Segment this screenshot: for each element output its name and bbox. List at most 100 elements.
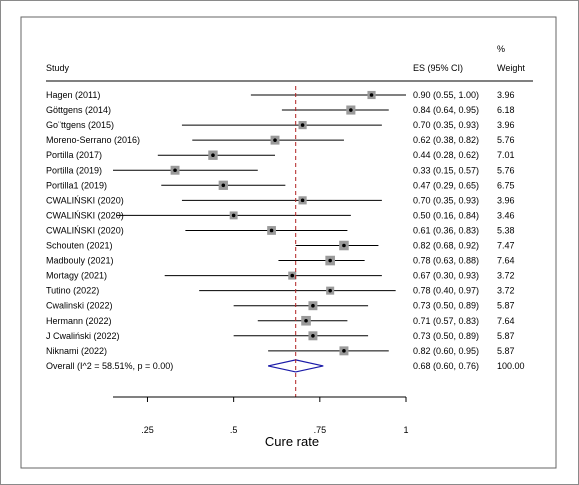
overall-row: Overall (I^2 = 58.51%, p = 0.00) 0.68 (0.… xyxy=(46,359,525,373)
study-name: Tutino (2022) xyxy=(46,286,99,296)
x-tick-label: .25 xyxy=(141,425,154,435)
weight-label: 7.64 xyxy=(497,316,515,326)
study-name: Go¨ttgens (2015) xyxy=(46,120,114,130)
study-name: Cwalinski (2022) xyxy=(46,301,113,311)
study-row: Schouten (2021) 0.82 (0.68, 0.92) 7.47 xyxy=(46,241,515,251)
es-ci-label: 0.71 (0.57, 0.83) xyxy=(413,316,479,326)
study-row: Cwalinski (2022) 0.73 (0.50, 0.89) 5.87 xyxy=(46,301,515,311)
point-estimate xyxy=(311,303,315,308)
weight-label: 3.96 xyxy=(497,195,515,205)
point-estimate xyxy=(369,93,374,97)
study-row: Göttgens (2014) 0.84 (0.64, 0.95) 6.18 xyxy=(46,105,515,115)
es-ci-label: 0.70 (0.35, 0.93) xyxy=(413,120,479,130)
study-row: CWALIŃSKI (2020) 0.50 (0.16, 0.84) 3.46 xyxy=(46,210,515,220)
point-estimate xyxy=(269,228,274,233)
study-row: CWALIŃSKI (2020) 0.61 (0.36, 0.83) 5.38 xyxy=(46,225,515,235)
study-row: J Cwaliński (2022) 0.73 (0.50, 0.89) 5.87 xyxy=(46,331,515,341)
study-row: Hermann (2022) 0.71 (0.57, 0.83) 7.64 xyxy=(46,316,515,326)
es-ci-label: 0.78 (0.40, 0.97) xyxy=(413,286,479,296)
point-estimate xyxy=(290,273,295,278)
weight-label: 7.64 xyxy=(497,256,515,266)
es-ci-label: 0.90 (0.55, 1.00) xyxy=(413,90,479,100)
overall-diamond xyxy=(267,359,324,373)
weight-label: 7.47 xyxy=(497,241,515,251)
point-estimate xyxy=(231,213,236,218)
study-row: Niknami (2022) 0.82 (0.60, 0.95) 5.87 xyxy=(46,346,515,356)
es-ci-label: 0.82 (0.68, 0.92) xyxy=(413,241,479,251)
es-ci-label: 0.33 (0.15, 0.57) xyxy=(413,165,479,175)
es-ci-label: 0.84 (0.64, 0.95) xyxy=(413,105,479,115)
es-ci-label: 0.82 (0.60, 0.95) xyxy=(413,346,479,356)
point-estimate xyxy=(300,123,305,127)
weight-label: 3.72 xyxy=(497,286,515,296)
study-name: Portilla (2019) xyxy=(46,165,102,175)
weight-label: 5.76 xyxy=(497,165,515,175)
study-row: CWALIŃSKI (2020) 0.70 (0.35, 0.93) 3.96 xyxy=(46,195,515,205)
point-estimate xyxy=(221,183,226,188)
weight-label: 3.96 xyxy=(497,90,515,100)
study-name: Moreno-Serrano (2016) xyxy=(46,135,140,145)
es-ci-label: 0.67 (0.30, 0.93) xyxy=(413,271,479,281)
weight-label: 7.01 xyxy=(497,150,515,160)
weight-label: 3.72 xyxy=(497,271,515,281)
x-axis-label: Cure rate xyxy=(265,434,319,449)
es-ci-label: 0.62 (0.38, 0.82) xyxy=(413,135,479,145)
point-estimate xyxy=(211,153,215,157)
point-estimate xyxy=(349,108,353,112)
point-estimate xyxy=(342,349,346,353)
study-name: Göttgens (2014) xyxy=(46,105,111,115)
weight-label: 6.18 xyxy=(497,105,515,115)
study-row: Portilla (2017) 0.44 (0.28, 0.62) 7.01 xyxy=(46,150,515,160)
overall-es-ci-label: 0.68 (0.60, 0.76) xyxy=(413,361,479,371)
overall-weight-label: 100.00 xyxy=(497,361,525,371)
weight-label: 5.87 xyxy=(497,331,515,341)
weight-label: 5.87 xyxy=(497,301,515,311)
point-estimate xyxy=(328,288,332,293)
study-name: CWALIŃSKI (2020) xyxy=(46,225,124,235)
es-ci-label: 0.61 (0.36, 0.83) xyxy=(413,225,479,235)
overall-label: Overall (I^2 = 58.51%, p = 0.00) xyxy=(46,361,173,371)
weight-label: 3.46 xyxy=(497,210,515,220)
study-row: Mortagy (2021) 0.67 (0.30, 0.93) 3.72 xyxy=(46,271,515,281)
es-ci-label: 0.50 (0.16, 0.84) xyxy=(413,210,479,220)
study-name: Niknami (2022) xyxy=(46,346,107,356)
point-estimate xyxy=(342,243,346,248)
study-name: Hermann (2022) xyxy=(46,316,112,326)
es-ci-label: 0.47 (0.29, 0.65) xyxy=(413,180,479,190)
point-estimate xyxy=(311,334,315,338)
study-row: Tutino (2022) 0.78 (0.40, 0.97) 3.72 xyxy=(46,286,515,296)
x-tick-label: 1 xyxy=(403,425,408,435)
study-name: Hagen (2011) xyxy=(46,90,100,100)
weight-label: 6.75 xyxy=(497,180,515,190)
study-row: Madbouly (2021) 0.78 (0.63, 0.88) 7.64 xyxy=(46,256,515,266)
es-ci-label: 0.44 (0.28, 0.62) xyxy=(413,150,479,160)
es-ci-label: 0.70 (0.35, 0.93) xyxy=(413,195,479,205)
study-name: Portilla (2017) xyxy=(46,150,102,160)
point-estimate xyxy=(304,318,308,323)
study-name: Schouten (2021) xyxy=(46,241,113,251)
study-name: Mortagy (2021) xyxy=(46,271,107,281)
study-name: CWALIŃSKI (2020) xyxy=(46,210,124,220)
point-estimate xyxy=(328,258,332,263)
es-ci-label: 0.73 (0.50, 0.89) xyxy=(413,331,479,341)
x-tick-label: .75 xyxy=(314,425,327,435)
study-row: Hagen (2011) 0.90 (0.55, 1.00) 3.96 xyxy=(46,90,515,100)
point-estimate xyxy=(273,138,277,142)
es-ci-label: 0.73 (0.50, 0.89) xyxy=(413,301,479,311)
weight-header-percent: % xyxy=(497,44,505,54)
study-row: Portilla (2019) 0.33 (0.15, 0.57) 5.76 xyxy=(46,165,515,175)
weight-header: Weight xyxy=(497,63,525,73)
study-row: Go¨ttgens (2015) 0.70 (0.35, 0.93) 3.96 xyxy=(46,120,515,130)
study-name: Portilla1 (2019) xyxy=(46,180,107,190)
point-estimate xyxy=(173,168,177,173)
x-tick-label: .5 xyxy=(230,425,238,435)
study-row: Moreno-Serrano (2016) 0.62 (0.38, 0.82) 5.… xyxy=(46,135,515,145)
study-name: CWALIŃSKI (2020) xyxy=(46,195,124,205)
es-ci-label: 0.78 (0.63, 0.88) xyxy=(413,256,479,266)
weight-label: 5.87 xyxy=(497,346,515,356)
weight-label: 5.38 xyxy=(497,225,515,235)
plot-panel xyxy=(20,16,557,469)
study-name: J Cwaliński (2022) xyxy=(46,331,120,341)
point-estimate xyxy=(300,198,305,203)
